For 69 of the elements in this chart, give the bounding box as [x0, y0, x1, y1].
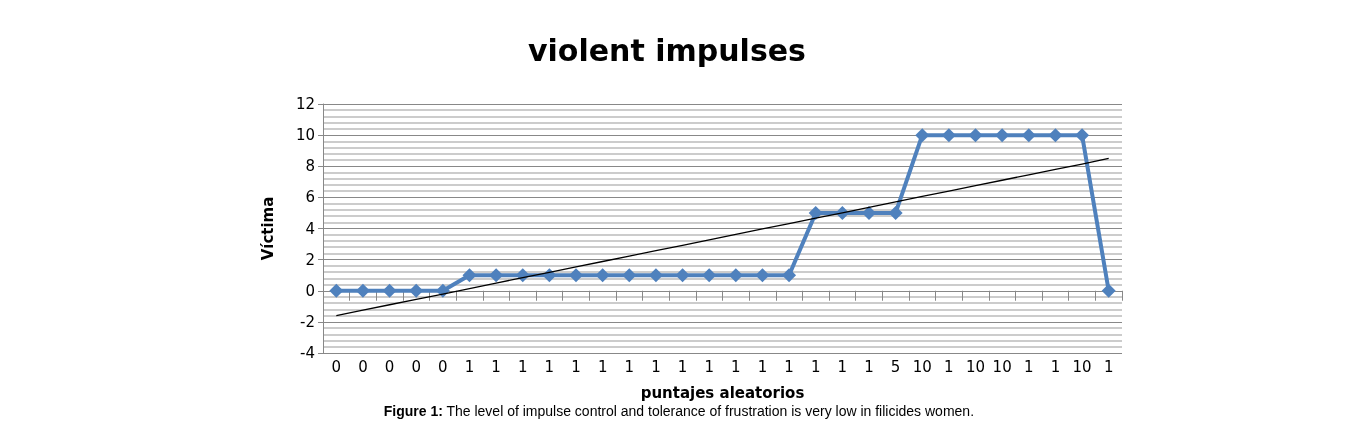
point	[569, 268, 584, 283]
point	[702, 268, 717, 283]
x-tick-label: 1	[544, 357, 555, 376]
point	[915, 128, 930, 143]
x-tick-label: 1	[597, 357, 608, 376]
x-axis-title: puntajes aleatorios	[640, 383, 805, 402]
point	[808, 205, 823, 220]
x-tick-label: 0	[384, 357, 395, 376]
y-tick-label: 0	[305, 281, 315, 300]
point	[888, 205, 903, 220]
y-tick-label: -2	[300, 312, 315, 331]
y-tick-label: 6	[305, 188, 315, 207]
x-tick-label: 1	[837, 357, 848, 376]
y-tick-label: 8	[305, 157, 315, 176]
x-tick-label: 1	[784, 357, 794, 376]
point	[595, 268, 610, 283]
x-tick-label: 0	[331, 357, 342, 376]
point	[355, 283, 370, 298]
point	[409, 283, 424, 298]
point	[382, 283, 397, 298]
y-tick-label: 12	[295, 95, 315, 113]
y-tick-label: 2	[305, 250, 315, 269]
point	[782, 268, 797, 283]
x-tick-label: 0	[411, 357, 421, 376]
y-tick-label: 4	[305, 219, 315, 238]
x-tick-label: 1	[651, 357, 661, 376]
point	[995, 128, 1010, 143]
line-series	[335, 157, 1110, 317]
point	[1101, 283, 1116, 298]
point	[728, 268, 743, 283]
x-tick-label: 1	[731, 357, 741, 376]
x-tick-label: 1	[1103, 357, 1114, 376]
x-tick-label: 1	[624, 357, 635, 376]
x-tick-label: 1	[677, 357, 688, 376]
x-tick-label: 1	[944, 357, 954, 376]
y-tick-label: -4	[300, 344, 315, 362]
x-tick-label: 5	[890, 357, 901, 376]
y-axis-title: Víctima	[258, 196, 277, 261]
y-tick-label: 10	[295, 126, 315, 145]
point	[489, 268, 504, 283]
x-tick-label: 1	[1050, 357, 1061, 376]
point	[941, 128, 956, 143]
point	[755, 268, 770, 283]
chart-title: violent impulses	[528, 32, 806, 68]
x-tick-label: 1	[464, 357, 475, 376]
x-tick-label: 1	[704, 357, 714, 376]
point	[1048, 128, 1063, 143]
point	[622, 268, 637, 283]
x-tick-label: 0	[358, 357, 368, 376]
x-tick-label: 1	[757, 357, 768, 376]
x-tick-label: 10	[992, 357, 1012, 376]
x-tick-label: 10	[912, 357, 932, 376]
point	[329, 283, 344, 298]
caption: Figure 1: The level of impulse control and tolerance of frustration is very low in filicides women.	[383, 403, 975, 419]
point	[1075, 128, 1090, 143]
point	[648, 268, 663, 283]
x-tick-label: 1	[517, 357, 528, 376]
x-tick-label: 1	[571, 357, 581, 376]
point	[462, 268, 477, 283]
point	[1021, 128, 1036, 143]
x-tick-label: 1	[810, 357, 821, 376]
x-tick-label: 1	[864, 357, 874, 376]
point	[968, 128, 983, 143]
x-tick-label: 10	[1072, 357, 1092, 376]
x-tick-label: 0	[438, 357, 448, 376]
x-tick-label: 10	[965, 357, 986, 376]
x-tick-label: 1	[491, 357, 501, 376]
point	[675, 268, 690, 283]
x-tick-label: 1	[1024, 357, 1034, 376]
